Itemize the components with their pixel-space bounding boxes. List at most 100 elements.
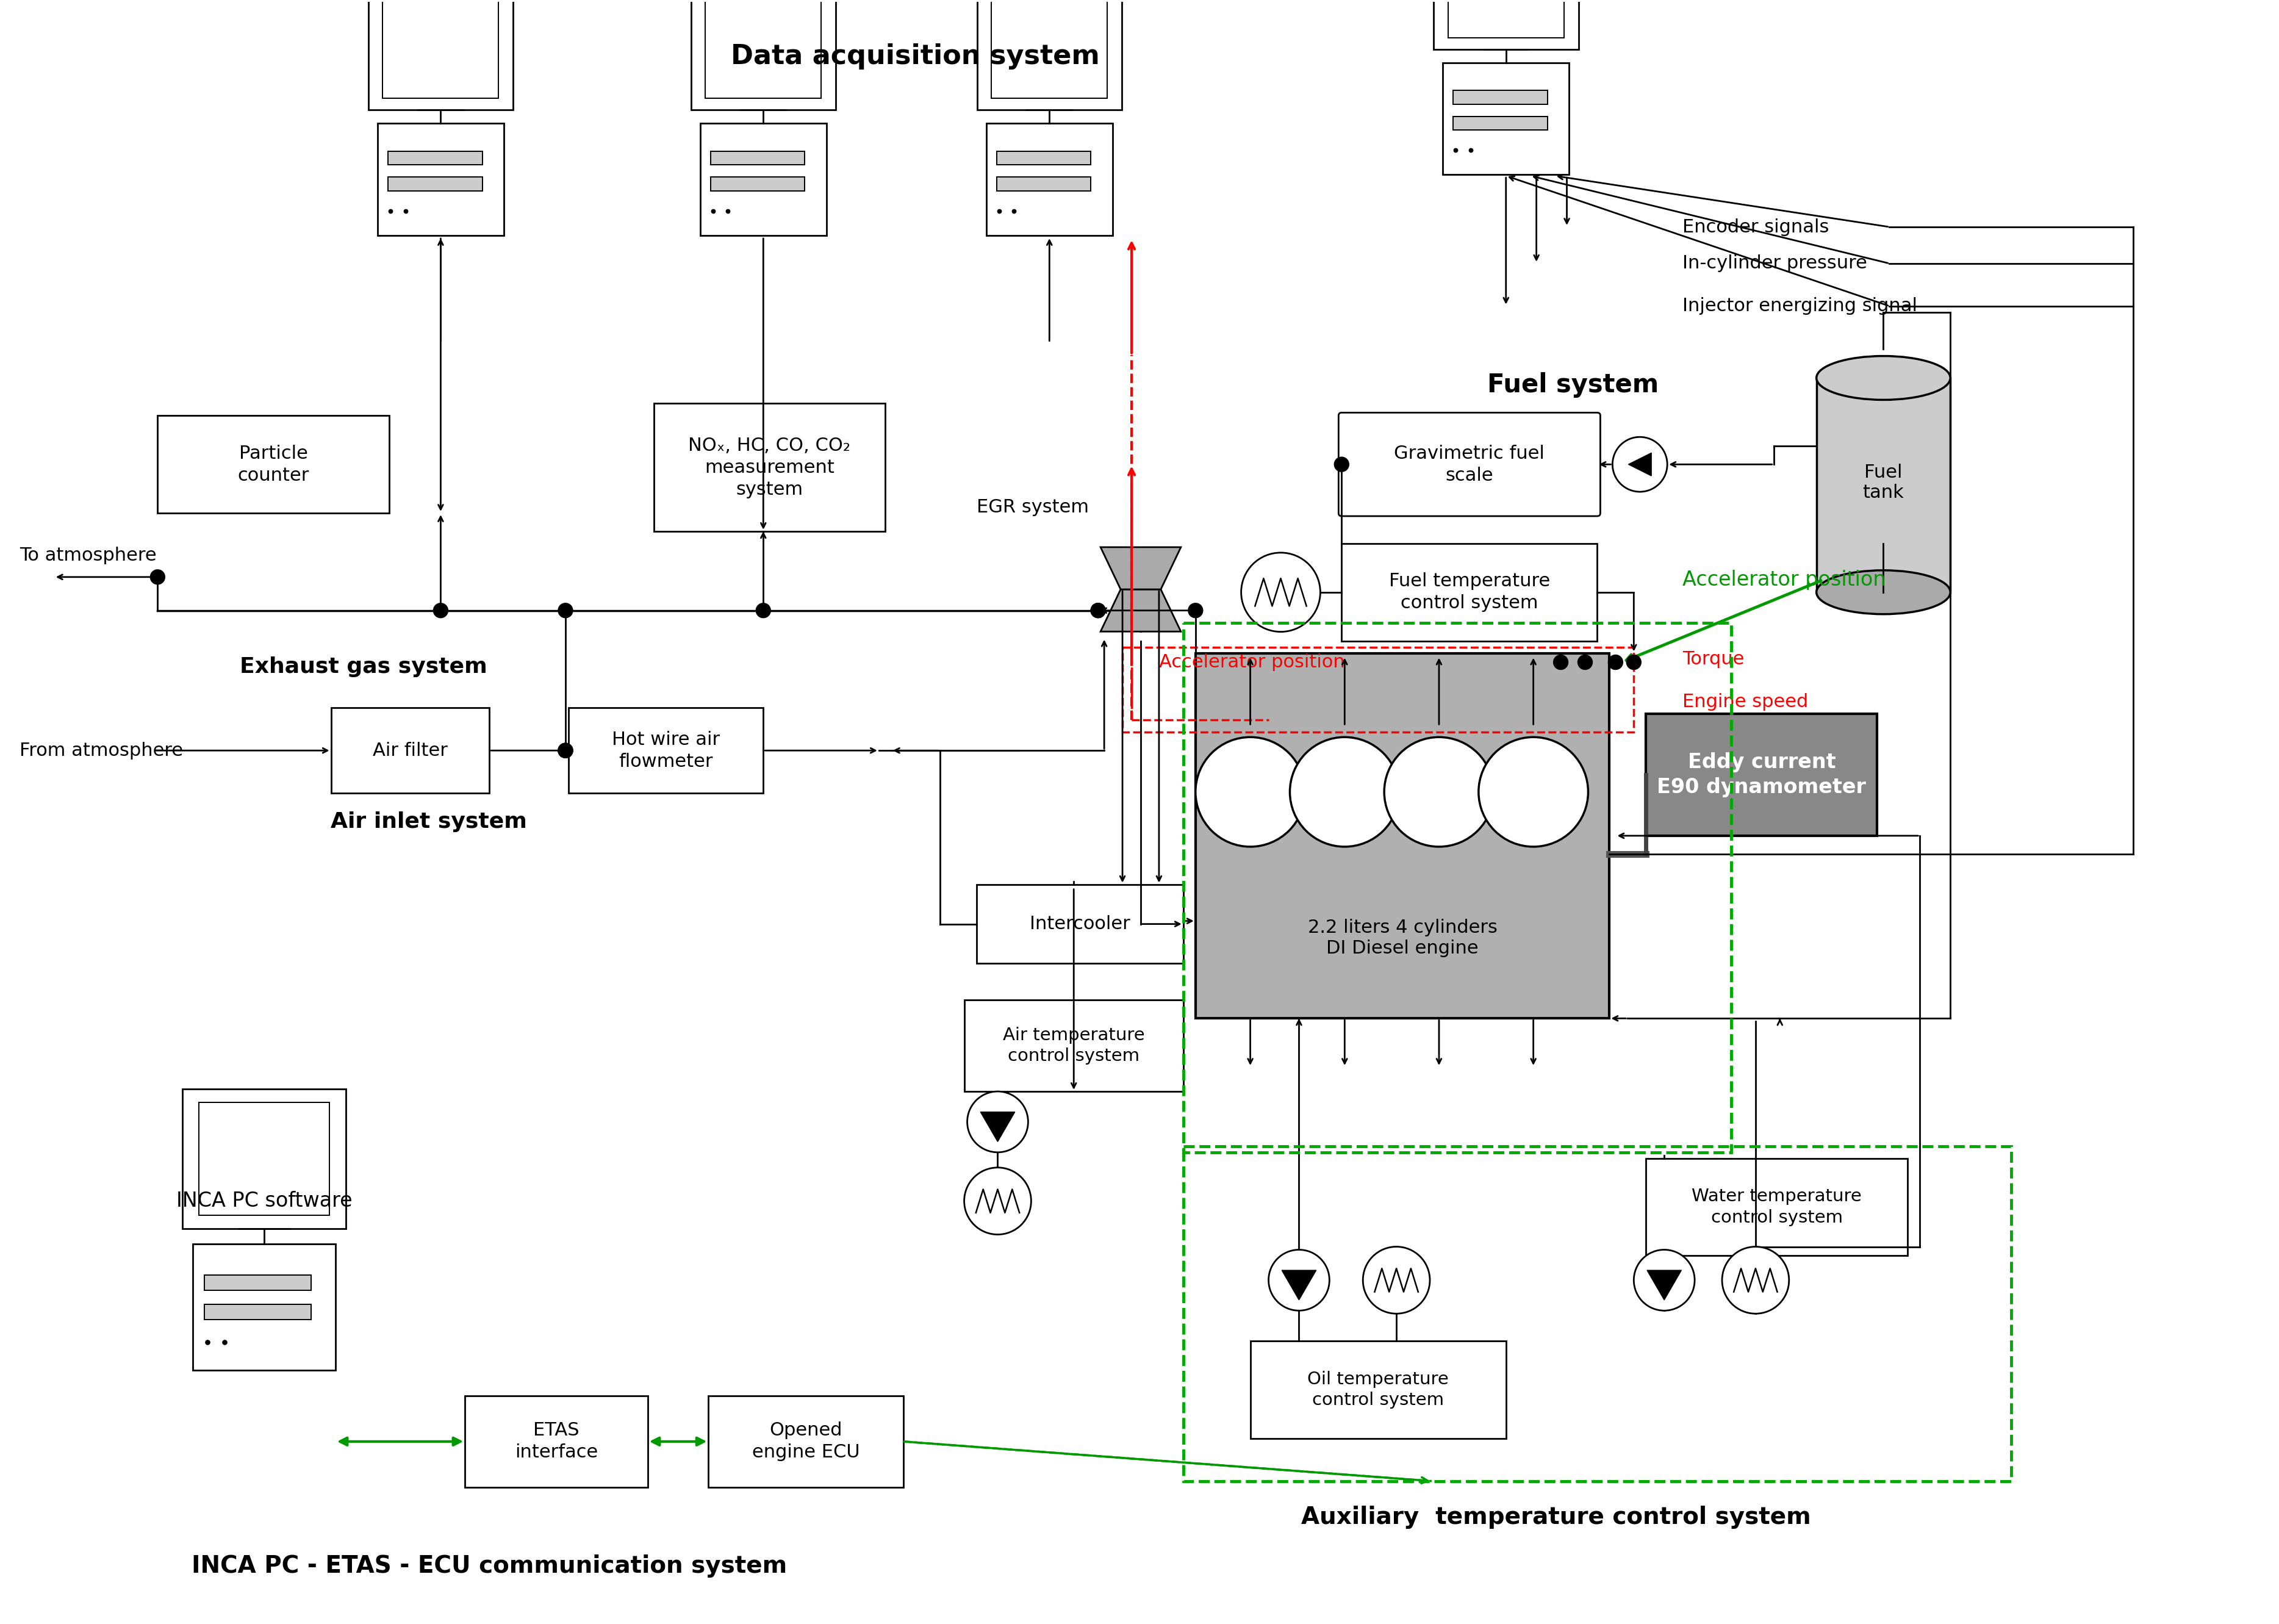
FancyBboxPatch shape bbox=[964, 1000, 1183, 1091]
Text: Auxiliary  temperature control system: Auxiliary temperature control system bbox=[1301, 1505, 1812, 1528]
Circle shape bbox=[966, 1091, 1028, 1153]
Circle shape bbox=[1479, 737, 1588, 846]
Ellipse shape bbox=[1816, 356, 1951, 400]
Circle shape bbox=[1333, 456, 1349, 471]
Text: Water temperature
control system: Water temperature control system bbox=[1691, 1189, 1862, 1226]
FancyBboxPatch shape bbox=[704, 0, 820, 99]
FancyBboxPatch shape bbox=[978, 0, 1121, 110]
FancyBboxPatch shape bbox=[1645, 1158, 1908, 1255]
FancyBboxPatch shape bbox=[691, 0, 836, 110]
FancyBboxPatch shape bbox=[330, 708, 490, 793]
Circle shape bbox=[1614, 437, 1668, 492]
FancyBboxPatch shape bbox=[1196, 653, 1609, 1018]
Circle shape bbox=[150, 570, 164, 585]
FancyBboxPatch shape bbox=[194, 1244, 335, 1371]
Text: Encoder signals: Encoder signals bbox=[1682, 218, 1830, 235]
Text: 2.2 liters 4 cylinders
DI Diesel engine: 2.2 liters 4 cylinders DI Diesel engine bbox=[1308, 919, 1497, 957]
Text: NOₓ, HC, CO, CO₂
measurement
system: NOₓ, HC, CO, CO₂ measurement system bbox=[688, 437, 850, 499]
Circle shape bbox=[1092, 603, 1105, 617]
Text: Fuel system: Fuel system bbox=[1488, 372, 1659, 398]
FancyBboxPatch shape bbox=[567, 708, 763, 793]
Circle shape bbox=[1290, 737, 1399, 846]
FancyBboxPatch shape bbox=[709, 1397, 902, 1488]
Circle shape bbox=[558, 744, 572, 758]
FancyBboxPatch shape bbox=[975, 885, 1183, 963]
Circle shape bbox=[1554, 654, 1568, 669]
FancyBboxPatch shape bbox=[1645, 715, 1878, 836]
Text: From atmosphere: From atmosphere bbox=[21, 742, 182, 760]
FancyBboxPatch shape bbox=[1447, 0, 1563, 37]
Text: Accelerator position: Accelerator position bbox=[1682, 570, 1887, 590]
Polygon shape bbox=[980, 1112, 1014, 1142]
Polygon shape bbox=[1101, 590, 1181, 632]
FancyBboxPatch shape bbox=[465, 1397, 647, 1488]
Text: Exhaust gas system: Exhaust gas system bbox=[239, 656, 488, 677]
Circle shape bbox=[433, 603, 449, 617]
Circle shape bbox=[558, 744, 572, 758]
FancyBboxPatch shape bbox=[1454, 91, 1547, 104]
Text: Fuel
tank: Fuel tank bbox=[1862, 463, 1903, 502]
Text: Hot wire air
flowmeter: Hot wire air flowmeter bbox=[611, 731, 720, 770]
Circle shape bbox=[964, 1168, 1030, 1234]
Circle shape bbox=[1723, 1247, 1789, 1314]
Circle shape bbox=[1242, 552, 1320, 632]
Polygon shape bbox=[1648, 1270, 1682, 1299]
FancyBboxPatch shape bbox=[711, 177, 804, 190]
FancyBboxPatch shape bbox=[198, 1103, 330, 1215]
Text: Opened
engine ECU: Opened engine ECU bbox=[752, 1421, 859, 1462]
Circle shape bbox=[1269, 1250, 1329, 1311]
FancyBboxPatch shape bbox=[1342, 544, 1598, 641]
FancyBboxPatch shape bbox=[1433, 0, 1579, 49]
Text: Eddy current
E90 dynamometer: Eddy current E90 dynamometer bbox=[1657, 752, 1867, 797]
FancyBboxPatch shape bbox=[387, 151, 483, 166]
Circle shape bbox=[1634, 1250, 1696, 1311]
Text: Fuel temperature
control system: Fuel temperature control system bbox=[1388, 572, 1550, 612]
Text: T: T bbox=[1288, 591, 1297, 606]
Ellipse shape bbox=[1816, 570, 1951, 614]
Text: Accelerator position: Accelerator position bbox=[1160, 653, 1345, 671]
Circle shape bbox=[1196, 737, 1306, 846]
FancyBboxPatch shape bbox=[987, 123, 1112, 235]
Text: ETAS
interface: ETAS interface bbox=[515, 1421, 597, 1462]
FancyBboxPatch shape bbox=[996, 177, 1092, 190]
Text: Gravimetric fuel
scale: Gravimetric fuel scale bbox=[1395, 445, 1545, 484]
Text: Air filter: Air filter bbox=[374, 742, 447, 760]
Text: Data acquisition system: Data acquisition system bbox=[732, 44, 1101, 70]
Text: In-cylinder pressure: In-cylinder pressure bbox=[1682, 255, 1867, 273]
FancyBboxPatch shape bbox=[205, 1304, 312, 1320]
FancyBboxPatch shape bbox=[182, 1090, 346, 1228]
Text: Particle
counter: Particle counter bbox=[237, 445, 310, 484]
Circle shape bbox=[1187, 603, 1203, 617]
FancyBboxPatch shape bbox=[369, 0, 513, 110]
Text: Injector energizing signal: Injector energizing signal bbox=[1682, 297, 1917, 315]
Text: Torque: Torque bbox=[1682, 650, 1743, 667]
FancyBboxPatch shape bbox=[378, 123, 504, 235]
Text: To atmosphere: To atmosphere bbox=[21, 547, 157, 565]
FancyBboxPatch shape bbox=[205, 1275, 312, 1291]
FancyBboxPatch shape bbox=[157, 416, 390, 513]
FancyBboxPatch shape bbox=[654, 403, 884, 531]
Text: Oil temperature
control system: Oil temperature control system bbox=[1308, 1371, 1449, 1410]
Circle shape bbox=[757, 603, 770, 617]
Circle shape bbox=[1609, 654, 1623, 669]
FancyBboxPatch shape bbox=[1338, 412, 1600, 516]
Circle shape bbox=[558, 744, 572, 758]
Text: Engine speed: Engine speed bbox=[1682, 693, 1807, 711]
Circle shape bbox=[558, 603, 572, 617]
Circle shape bbox=[1092, 603, 1105, 617]
Text: INCA PC - ETAS - ECU communication system: INCA PC - ETAS - ECU communication syste… bbox=[191, 1554, 786, 1579]
Circle shape bbox=[1383, 737, 1493, 846]
Text: Air temperature
control system: Air temperature control system bbox=[1003, 1026, 1144, 1065]
FancyBboxPatch shape bbox=[1816, 378, 1951, 593]
FancyBboxPatch shape bbox=[1251, 1341, 1506, 1439]
FancyBboxPatch shape bbox=[383, 0, 499, 99]
Polygon shape bbox=[1101, 547, 1181, 590]
FancyBboxPatch shape bbox=[387, 177, 483, 190]
Circle shape bbox=[1627, 654, 1641, 669]
Text: EGR system: EGR system bbox=[975, 499, 1089, 516]
FancyBboxPatch shape bbox=[991, 0, 1108, 99]
Polygon shape bbox=[1629, 453, 1652, 476]
FancyBboxPatch shape bbox=[996, 151, 1092, 166]
FancyBboxPatch shape bbox=[1443, 63, 1568, 175]
Circle shape bbox=[1577, 654, 1593, 669]
